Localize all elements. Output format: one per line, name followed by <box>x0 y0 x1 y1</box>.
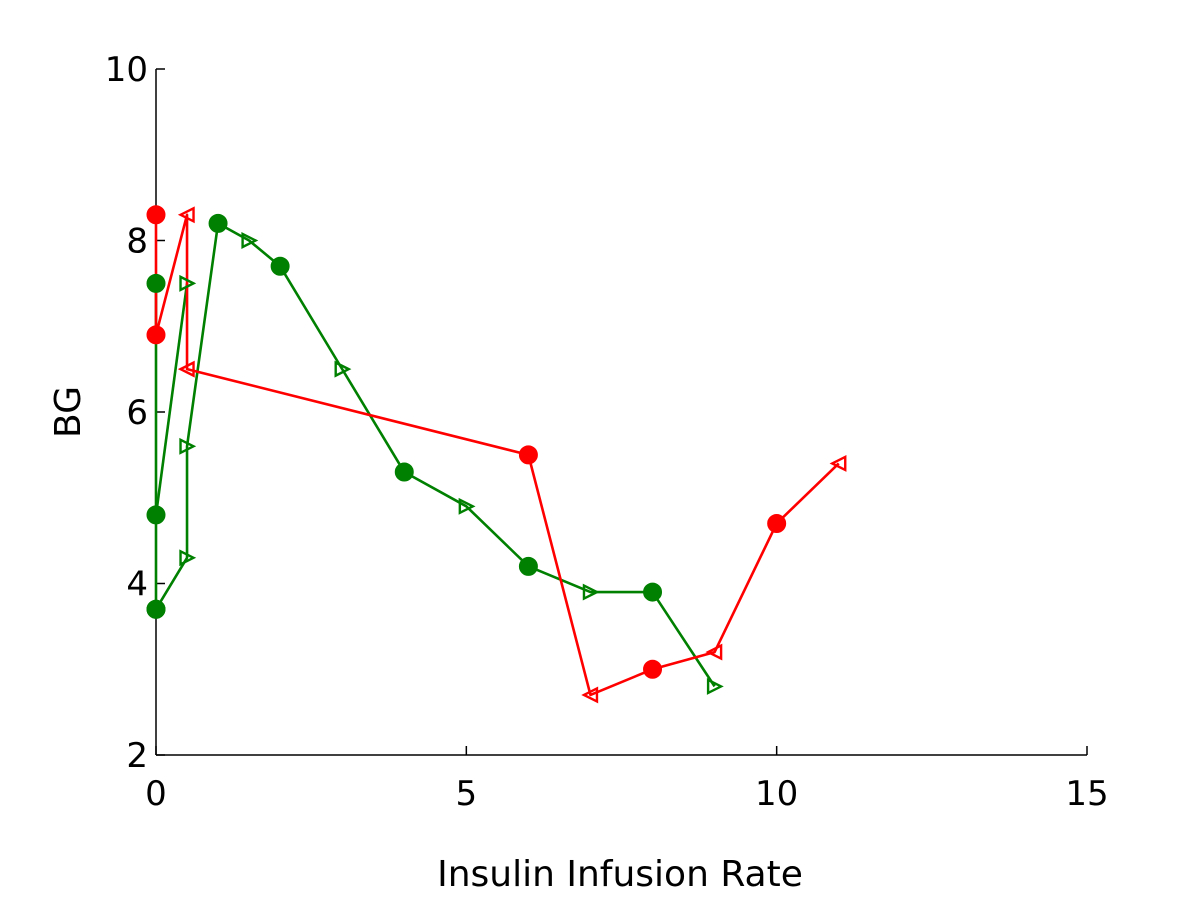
y-axis-label: BG <box>48 386 89 438</box>
series-2-point <box>767 513 787 533</box>
y-tick-label: 2 <box>126 736 148 776</box>
series-1-point <box>643 582 663 602</box>
y-tick-label: 4 <box>126 565 148 605</box>
series-1-point <box>334 360 352 378</box>
series-1-line <box>154 222 716 688</box>
x-axis-label: Insulin Infusion Rate <box>437 854 803 895</box>
series-2-point <box>643 659 663 679</box>
series-2-point <box>146 205 166 225</box>
series-1-point <box>394 462 414 482</box>
series-1-point <box>241 232 259 249</box>
series-2-point <box>146 325 166 345</box>
series-1-point <box>179 274 197 292</box>
series-1-point <box>146 505 166 525</box>
series-1-point <box>518 556 538 576</box>
series-2-point <box>705 643 723 661</box>
series-2-line <box>154 213 840 697</box>
series-2-point <box>177 206 195 224</box>
series-1-point <box>270 256 290 276</box>
series-layer <box>146 205 847 704</box>
series-2-point <box>581 686 599 704</box>
series-1-point <box>179 437 197 455</box>
series-1-point <box>179 549 197 567</box>
series-1-point <box>146 273 166 293</box>
axes <box>155 69 1087 756</box>
series-2-point <box>518 445 538 465</box>
series-2-point <box>829 455 847 472</box>
x-tick-label: 10 <box>755 774 798 814</box>
series-1-point <box>706 677 724 695</box>
y-tick-label: 10 <box>105 50 148 90</box>
series-2-point <box>177 360 195 378</box>
series-1-point <box>208 213 228 233</box>
series-1-point <box>458 497 476 515</box>
series-1-segment <box>154 283 189 516</box>
series-1-point <box>146 599 166 619</box>
y-tick-label: 8 <box>126 222 148 262</box>
y-tick-label: 6 <box>126 393 148 433</box>
x-tick-label: 0 <box>145 774 167 814</box>
series-1-point <box>582 583 600 601</box>
ticks: 0 5 10 15 2 4 6 8 10 <box>105 50 1109 814</box>
x-tick-label: 5 <box>456 774 478 814</box>
x-tick-label: 15 <box>1065 774 1108 814</box>
